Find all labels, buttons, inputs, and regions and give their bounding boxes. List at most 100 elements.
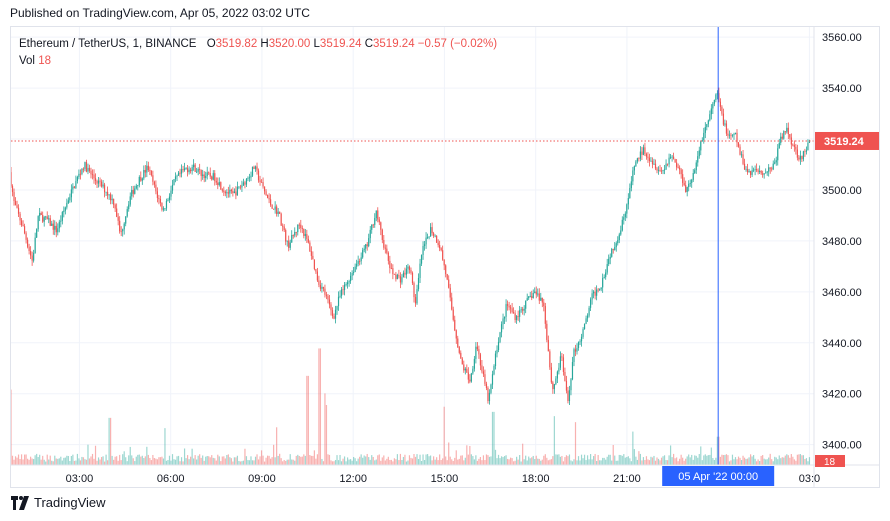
chart-pane[interactable]: 3560.00 3540.00 3520.00 3500.00 3480.00 3460.… (10, 26, 880, 488)
candle-body (715, 94, 717, 100)
candle-body (457, 338, 459, 348)
volume-bar (597, 455, 599, 465)
volume-bar (78, 458, 80, 465)
candle-body (173, 179, 175, 185)
volume-bar (196, 459, 198, 465)
candle-body (777, 148, 779, 161)
volume-bar (783, 457, 785, 465)
volume-bar (165, 460, 168, 465)
volume-bar (233, 457, 235, 465)
candle-body (27, 239, 29, 247)
volume-bar (627, 456, 629, 465)
candle-body (759, 170, 761, 172)
volume-bar (221, 456, 223, 465)
volume-bar (150, 460, 152, 465)
volume-bar (300, 456, 302, 465)
candle-body (346, 282, 349, 285)
volume-bar (617, 460, 619, 465)
candle-body (30, 250, 32, 256)
volume-bar (780, 458, 782, 465)
volume-bar (639, 453, 642, 465)
candle-body (682, 174, 684, 183)
volume-bar (666, 460, 669, 465)
volume-bar (346, 457, 349, 465)
candle-body (162, 208, 165, 210)
candle-body (242, 182, 245, 186)
volume-bar (149, 457, 151, 465)
volume-bar (756, 461, 758, 465)
candle-body (668, 157, 670, 165)
candle-body (559, 356, 562, 368)
legend-volume-row: Vol 18 (19, 53, 497, 70)
volume-bar (193, 458, 195, 465)
volume-bar (309, 454, 311, 465)
candle-body (460, 352, 462, 359)
volume-bar (250, 456, 252, 465)
volume-bar (716, 436, 718, 465)
volume-bar (689, 457, 691, 465)
candle-body (673, 156, 675, 160)
legend-close: 3519.24 (373, 38, 415, 50)
candle-body (490, 384, 492, 393)
candle-body (525, 300, 527, 309)
candle-body (451, 297, 453, 310)
candle-body (196, 171, 198, 173)
volume-bar (51, 460, 53, 465)
candle-body (571, 362, 574, 380)
volume-bar (470, 454, 472, 465)
volume-bar (375, 459, 377, 465)
candle-body (754, 169, 756, 170)
candle-body (481, 365, 483, 372)
candle-body (205, 176, 207, 178)
candle-body (79, 173, 82, 175)
volume-bar (360, 454, 362, 465)
volume-bar (786, 454, 788, 465)
candle-body (499, 332, 501, 342)
volume-bar (217, 454, 219, 465)
candle-body (337, 296, 340, 307)
candle-body (245, 178, 248, 185)
candle-body (288, 240, 290, 248)
volume-bar (600, 460, 602, 465)
candle-body (315, 269, 317, 272)
volume-bar (227, 454, 229, 465)
candle-body (339, 295, 341, 297)
candle-body (718, 93, 720, 102)
candle-body (433, 233, 435, 236)
candle-body (295, 232, 297, 233)
candle-body (303, 228, 305, 236)
volume-bar (574, 422, 577, 465)
volume-bar (182, 461, 184, 465)
volume-bar (778, 455, 780, 465)
candle-body (807, 142, 809, 151)
volume-bar (632, 431, 634, 465)
volume-bar (503, 456, 506, 465)
volume-bar (33, 459, 35, 465)
candle-body (336, 306, 338, 310)
candle-body (547, 339, 549, 352)
volume-bar (176, 456, 178, 465)
volume-bar (351, 460, 353, 465)
volume-bar (54, 455, 56, 465)
volume-bar (159, 457, 162, 465)
candle-body (384, 247, 386, 249)
candlestick-chart[interactable]: 3560.00 3540.00 3520.00 3500.00 3480.00 3460.… (11, 27, 880, 488)
tradingview-logo[interactable]: TradingView (10, 495, 106, 510)
volume-bar (437, 460, 439, 465)
candle-body (605, 272, 607, 278)
candle-body (273, 208, 275, 210)
candle-body (503, 316, 506, 319)
candle-body (91, 174, 94, 176)
volume-bar (457, 459, 459, 465)
candle-body (180, 169, 183, 174)
candle-body (153, 181, 155, 185)
volume-bar (425, 454, 427, 465)
volume-bar (642, 457, 645, 465)
candle-body (197, 168, 199, 172)
candle-body (76, 177, 79, 181)
candle-body (17, 207, 20, 214)
candle-body (734, 132, 737, 135)
volume-bar (434, 459, 436, 465)
candle-body (500, 324, 503, 333)
candle-body (804, 151, 806, 153)
